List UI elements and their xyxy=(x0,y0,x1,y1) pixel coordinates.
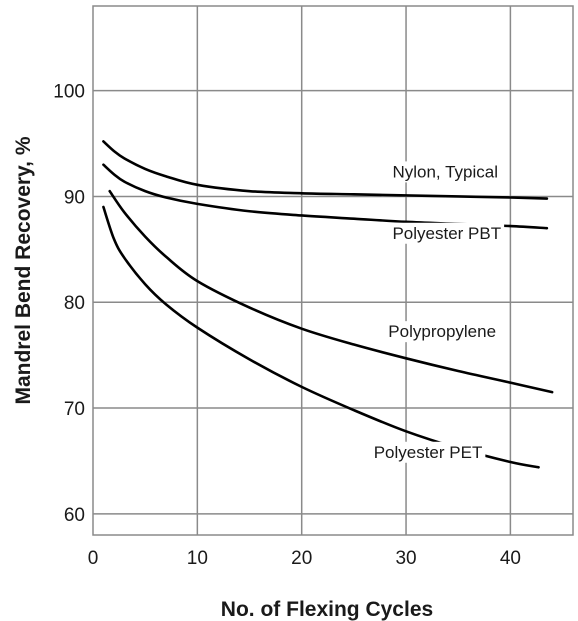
y-tick-label: 60 xyxy=(64,505,85,526)
y-tick-label: 80 xyxy=(64,293,85,314)
y-tick-labels: 60 70 80 90 100 xyxy=(53,82,85,526)
y-tick-label: 100 xyxy=(53,82,85,103)
series-line-polypropylene xyxy=(108,189,554,394)
x-axis-title: No. of Flexing Cycles xyxy=(221,598,433,621)
x-tick-label: 20 xyxy=(291,548,312,569)
series-labels: Nylon, Typical Polyester PBT Polypropylene… xyxy=(370,161,505,463)
grid-lines xyxy=(93,6,573,535)
series-label-background xyxy=(389,222,505,244)
series-label-polyester-pet: Polyester PET xyxy=(374,443,483,462)
x-tick-label: 40 xyxy=(500,548,521,569)
series-label-nylon-typical: Nylon, Typical xyxy=(392,162,498,181)
x-tick-label: 30 xyxy=(395,548,416,569)
x-tick-labels: 0 10 20 30 40 xyxy=(88,548,521,569)
y-axis-title: Mandrel Bend Recovery, % xyxy=(12,136,35,404)
x-tick-label: 10 xyxy=(187,548,208,569)
series-label-polyester-pbt: Polyester PBT xyxy=(392,224,501,243)
series-label-background xyxy=(370,441,486,463)
x-tick-label: 0 xyxy=(88,548,99,569)
y-tick-label: 90 xyxy=(64,187,85,208)
series-lines xyxy=(102,140,554,469)
series-label-background xyxy=(389,161,501,183)
series-label-background xyxy=(385,321,500,343)
series-line-nylon-typical xyxy=(102,140,549,200)
series-label-polypropylene: Polypropylene xyxy=(388,322,496,341)
plot-frame xyxy=(92,5,574,536)
y-tick-label: 70 xyxy=(64,399,85,420)
